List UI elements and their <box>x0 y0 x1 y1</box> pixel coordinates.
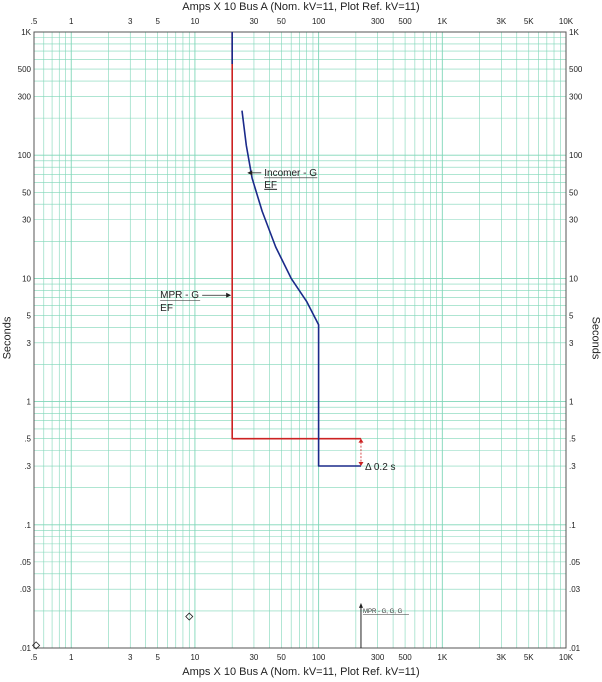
x-tick-label-top: 1K <box>437 17 447 26</box>
y-tick-label-left: .01 <box>20 644 32 653</box>
y-tick-label-right: .1 <box>569 521 576 530</box>
x-tick-label-bottom: 10 <box>190 653 199 662</box>
x-tick-label-bottom: .5 <box>31 653 38 662</box>
y-tick-label-left: .5 <box>24 435 31 444</box>
x-tick-label-bottom: 300 <box>371 653 385 662</box>
x-tick-label-bottom: 100 <box>312 653 326 662</box>
x-tick-label-bottom: 1K <box>437 653 447 662</box>
y-tick-label-right: 1 <box>569 398 574 407</box>
x-tick-label-top: .5 <box>31 17 38 26</box>
y-tick-label-right: .01 <box>569 644 581 653</box>
x-tick-label-bottom: 500 <box>398 653 412 662</box>
delta-label: Δ 0.2 s <box>365 462 396 473</box>
y-tick-label-left: 300 <box>18 92 32 101</box>
x-tick-label-top: 500 <box>398 17 412 26</box>
x-tick-label-top: 5 <box>155 17 160 26</box>
x-tick-label-top: 10 <box>190 17 199 26</box>
x-tick-label-top: 10K <box>559 17 574 26</box>
bottom-marker-label: MPR - G, G, G <box>363 609 403 615</box>
x-tick-label-bottom: 50 <box>277 653 286 662</box>
delta-arrow-top <box>358 438 364 443</box>
mpr-label-ef: EF <box>160 303 173 314</box>
y-tick-label-right: .3 <box>569 462 576 471</box>
y-tick-label-right: 30 <box>569 216 578 225</box>
x-tick-label-bottom: 1 <box>69 653 74 662</box>
series-curves <box>231 32 361 467</box>
incomer-label-ef: EF <box>264 180 277 191</box>
y-tick-label-right: .03 <box>569 585 581 594</box>
chart-title-top: Amps X 10 Bus A (Nom. kV=11, Plot Ref. k… <box>182 1 420 13</box>
y-tick-label-left: .03 <box>20 585 32 594</box>
y-tick-label-left: .1 <box>24 521 31 530</box>
y-tick-label-left: 10 <box>22 274 31 283</box>
y-tick-label-right: 50 <box>569 188 578 197</box>
bottom-marker-arrow <box>358 602 363 608</box>
y-tick-label-left: 3 <box>27 339 32 348</box>
y-tick-label-left: 50 <box>22 188 31 197</box>
y-tick-label-right: 5 <box>569 311 574 320</box>
grid-lines <box>33 32 566 649</box>
x-tick-label-bottom: 30 <box>249 653 258 662</box>
x-tick-label-top: 30 <box>249 17 258 26</box>
y-tick-label-left: 100 <box>18 151 32 160</box>
mpr-label: MPR - G <box>160 290 199 301</box>
mpr-arrow-head <box>226 292 232 298</box>
x-tick-label-top: 1 <box>69 17 74 26</box>
x-tick-label-top: 50 <box>277 17 286 26</box>
y-tick-label-right: 3 <box>569 339 574 348</box>
x-tick-label-bottom: 3 <box>128 653 133 662</box>
y-tick-label-left: 500 <box>18 65 32 74</box>
x-tick-label-top: 300 <box>371 17 385 26</box>
y-tick-label-left: 30 <box>22 216 31 225</box>
x-tick-label-bottom: 5 <box>155 653 160 662</box>
y-tick-label-left: 1 <box>27 398 32 407</box>
series-line-2 <box>241 110 361 467</box>
y-tick-label-right: 10 <box>569 274 578 283</box>
y-tick-label-right: 1K <box>569 28 579 37</box>
y-tick-label-right: 500 <box>569 65 583 74</box>
x-tick-label-top: 3K <box>496 17 506 26</box>
plot-frame <box>33 31 567 649</box>
y-tick-label-left: .05 <box>20 558 32 567</box>
y-tick-label-right: .5 <box>569 435 576 444</box>
incomer-label: Incomer - G <box>264 168 317 179</box>
x-tick-label-top: 5K <box>524 17 534 26</box>
x-tick-label-top: 3 <box>128 17 133 26</box>
y-tick-label-left: 5 <box>27 311 32 320</box>
x-tick-label-bottom: 3K <box>496 653 506 662</box>
x-tick-label-bottom: 10K <box>559 653 574 662</box>
y-tick-label-right: 300 <box>569 92 583 101</box>
chart-title-bottom: Amps X 10 Bus A (Nom. kV=11, Plot Ref. k… <box>182 666 420 678</box>
tick-labels: .5 .5 1 1 3 3 5 5 10 10 30 30 50 50 100 100 300 300 500 500… <box>18 17 583 662</box>
y-tick-label-right: 100 <box>569 151 583 160</box>
y-tick-label-left: .3 <box>24 462 31 471</box>
incomer-arrow-head <box>247 170 253 176</box>
delta-arrow-bottom <box>358 462 364 467</box>
x-tick-label-top: 100 <box>312 17 326 26</box>
diamond-marker <box>185 612 194 621</box>
y-tick-label-left: 1K <box>21 28 31 37</box>
x-tick-label-bottom: 5K <box>524 653 534 662</box>
series-line-0 <box>231 32 361 440</box>
diamond-marker-origin <box>32 641 41 650</box>
y-tick-label-right: .05 <box>569 558 581 567</box>
